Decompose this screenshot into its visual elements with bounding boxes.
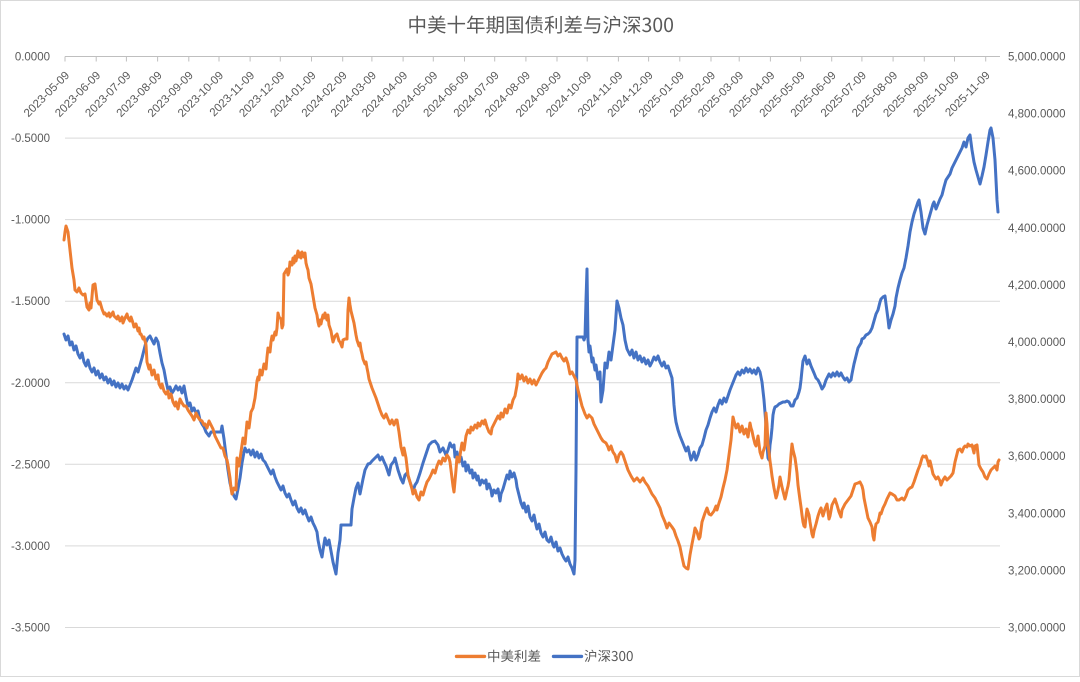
svg-text:-2.0000: -2.0000 xyxy=(11,378,50,390)
svg-text:3,000.0000: 3,000.0000 xyxy=(1008,623,1066,635)
svg-text:3,200.0000: 3,200.0000 xyxy=(1008,565,1066,577)
svg-text:4,400.0000: 4,400.0000 xyxy=(1008,223,1066,235)
svg-text:-2.5000: -2.5000 xyxy=(11,459,50,471)
svg-text:3,400.0000: 3,400.0000 xyxy=(1008,508,1066,520)
svg-text:5,000.0000: 5,000.0000 xyxy=(1008,52,1066,64)
svg-text:-1.0000: -1.0000 xyxy=(11,215,50,227)
svg-text:4,600.0000: 4,600.0000 xyxy=(1008,166,1066,178)
svg-text:0.0000: 0.0000 xyxy=(15,52,50,64)
svg-text:3,800.0000: 3,800.0000 xyxy=(1008,394,1066,406)
svg-text:4,000.0000: 4,000.0000 xyxy=(1008,337,1066,349)
svg-text:-3.0000: -3.0000 xyxy=(11,541,50,553)
svg-text:-0.5000: -0.5000 xyxy=(11,133,50,145)
svg-text:4,800.0000: 4,800.0000 xyxy=(1008,109,1066,121)
svg-text:-3.5000: -3.5000 xyxy=(11,623,50,635)
svg-text:3,600.0000: 3,600.0000 xyxy=(1008,451,1066,463)
svg-text:-1.5000: -1.5000 xyxy=(11,296,50,308)
svg-text:4,200.0000: 4,200.0000 xyxy=(1008,280,1066,292)
